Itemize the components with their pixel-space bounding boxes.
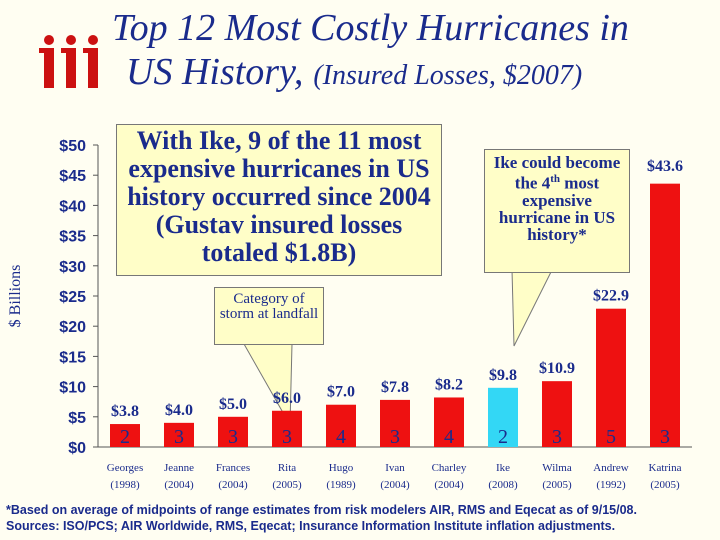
chart-title-main: US History, — [126, 51, 304, 93]
value-label: $5.0 — [219, 396, 247, 413]
y-tick-label: $40 — [59, 198, 86, 215]
storm-category-label: 3 — [174, 426, 184, 448]
bar-jeanne — [164, 422, 194, 447]
ike-context-callout: With Ike, 9 of the 11 most expensive hur… — [116, 124, 442, 276]
chart-title-line2: US History, (Insured Losses, $2007) — [126, 50, 582, 94]
bar-rita — [272, 410, 302, 447]
x-tick-year: (1989) — [326, 479, 356, 491]
storm-category-label: 4 — [444, 426, 454, 448]
ike-callout-tail — [511, 269, 553, 347]
x-tick-label: Georges — [107, 462, 143, 474]
value-label: $8.2 — [435, 376, 463, 393]
x-tick-year: (2005) — [272, 479, 302, 491]
storm-category-label: 3 — [552, 426, 562, 448]
x-tick-year: (1998) — [110, 479, 140, 491]
storm-category-label: 5 — [606, 426, 616, 448]
storm-category-label: 3 — [660, 426, 670, 448]
category-callout: Category of storm at landfall — [214, 287, 324, 345]
value-label: $7.0 — [327, 384, 355, 401]
x-tick-label: Katrina — [649, 462, 682, 474]
x-tick-label: Hugo — [329, 462, 354, 474]
y-tick-label: $45 — [59, 168, 86, 185]
storm-category-label: 3 — [282, 426, 292, 448]
value-label: $6.0 — [273, 390, 301, 407]
storm-category-label: 3 — [390, 426, 400, 448]
ike-rank-superscript: th — [550, 173, 560, 185]
x-tick-label: Charley — [432, 462, 467, 474]
iii-logo-icon — [39, 35, 98, 88]
x-tick-label: Ivan — [385, 462, 405, 474]
x-tick-year: (2004) — [218, 479, 248, 491]
footnote: *Based on average of midpoints of range … — [6, 502, 716, 534]
bar-georges — [110, 424, 140, 447]
bar-andrew — [596, 308, 626, 447]
value-label: $3.8 — [111, 403, 139, 420]
bar-chart: $0 $5 $10 $15 $20 $25 $30 $35 $40 $45 $50 $ Billion… — [7, 138, 692, 491]
x-tick-year: (2004) — [434, 479, 464, 491]
x-tick-label: Jeanne — [164, 462, 194, 474]
ike-rank-text-post: most expensive hurricane in US history* — [498, 173, 616, 244]
storm-category-label: 4 — [336, 426, 346, 448]
bar-ivan — [380, 399, 410, 447]
y-tick-label: $25 — [59, 289, 86, 306]
y-tick-label: $50 — [59, 138, 86, 155]
bar-hugo — [326, 404, 356, 447]
value-label: $10.9 — [539, 360, 575, 377]
storm-category-label: 3 — [228, 426, 238, 448]
y-tick-label: $5 — [68, 410, 86, 427]
storm-category-label: 2 — [498, 426, 508, 448]
bar-charley — [434, 397, 464, 447]
x-tick-year: (2004) — [164, 479, 194, 491]
value-label: $22.9 — [593, 288, 629, 305]
x-tick-label: Andrew — [593, 462, 628, 474]
x-tick-year: (2005) — [650, 479, 680, 491]
y-axis-label: $ Billions — [7, 265, 24, 328]
ike-rank-text-pre: Ike could become the 4 — [493, 153, 621, 193]
chart-title-subtitle: (Insured Losses, $2007) — [313, 60, 583, 91]
x-tick-label: Rita — [278, 462, 296, 474]
y-tick-label: $15 — [59, 349, 86, 366]
x-tick-year: (2008) — [488, 479, 518, 491]
value-label: $43.6 — [647, 158, 683, 175]
x-tick-year: (2004) — [380, 479, 410, 491]
bar-frances — [218, 416, 248, 447]
y-tick-label: $35 — [59, 229, 86, 246]
bar-katrina — [650, 183, 680, 447]
footnote-line1: *Based on average of midpoints of range … — [6, 503, 637, 517]
x-tick-year: (1992) — [596, 479, 626, 491]
ike-rank-callout: Ike could become the 4th most expensive … — [484, 149, 630, 273]
chart-title-line1: Top 12 Most Costly Hurricanes in — [112, 7, 629, 49]
x-tick-year: (2005) — [542, 479, 572, 491]
y-tick-label: $30 — [59, 259, 86, 276]
x-tick-label: Wilma — [542, 462, 572, 474]
bar-ike — [488, 387, 518, 447]
x-tick-label: Ike — [496, 462, 510, 474]
bar-wilma — [542, 381, 572, 447]
storm-category-label: 2 — [120, 426, 130, 448]
y-tick-label: $0 — [68, 440, 86, 457]
value-label: $7.8 — [381, 379, 409, 396]
x-tick-label: Frances — [216, 462, 250, 474]
footnote-line2: Sources: ISO/PCS; AIR Worldwide, RMS, Eq… — [6, 519, 616, 533]
y-tick-label: $20 — [59, 319, 86, 336]
y-tick-label: $10 — [59, 380, 86, 397]
value-label: $9.8 — [489, 367, 517, 384]
value-label: $4.0 — [165, 402, 193, 419]
